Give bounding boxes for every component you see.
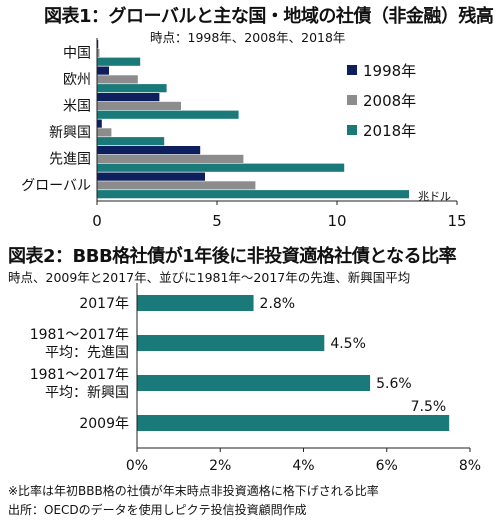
category-label: 1981～2017年 (30, 367, 129, 383)
category-label: 中国 (63, 45, 91, 61)
legend-label: 2018年 (363, 122, 416, 140)
bar-2008年-新興国 (97, 128, 112, 137)
bar-1998年-中国 (97, 40, 99, 49)
figure1-subtitle: 時点：1998年、2008年、2018年 (150, 30, 346, 45)
category-label: 2017年 (79, 296, 129, 312)
bar-2008年-欧州 (97, 75, 138, 84)
bar-1981～2017年平均：新興国 (137, 375, 371, 391)
x-tick-label: 15 (447, 212, 466, 230)
category-label: 先進国 (49, 151, 91, 167)
legend-swatch-2018年 (347, 125, 357, 135)
bar-1998年-米国 (97, 93, 160, 102)
data-label: 5.6% (376, 376, 412, 392)
bar-1998年-先進国 (97, 146, 201, 155)
x-unit-label: 兆ドル (418, 190, 451, 203)
x-tick-label: 2% (209, 458, 231, 474)
figure2-subtitle: 時点、2009年と2017年、並びに1981年～2017年の先進、新興国平均 (8, 270, 411, 285)
category-label: グローバル (21, 178, 91, 194)
figure2-title: 図表2：BBB格社債が1年後に非投資適格社債となる比率 (8, 246, 457, 267)
category-label: 平均：新興国 (45, 385, 129, 401)
data-label: 7.5% (411, 399, 447, 415)
bar-2017年 (137, 295, 254, 311)
legend-swatch-1998年 (347, 65, 357, 75)
bar-2018年-中国 (97, 57, 141, 66)
bar-2008年-先進国 (97, 154, 244, 163)
legend-label: 2008年 (363, 92, 416, 110)
footnote: ※比率は年初BBB格の社債が年末時点非投資適格に格下げされる比率 (8, 484, 379, 498)
bar-2008年-米国 (97, 101, 181, 110)
bar-1981～2017年平均：先進国 (137, 335, 325, 351)
x-tick-label: 5 (212, 212, 222, 230)
category-label: 1981～2017年 (30, 327, 129, 343)
bar-2008年-グローバル (97, 181, 256, 190)
x-tick-label: 0 (92, 212, 102, 230)
x-tick-label: 10 (327, 212, 346, 230)
x-tick-label: 6% (376, 458, 398, 474)
bar-2008年-中国 (97, 48, 100, 57)
x-tick-label: 4% (292, 458, 314, 474)
category-label: 米国 (63, 98, 91, 114)
data-label: 2.8% (260, 296, 296, 312)
bar-2018年-欧州 (97, 84, 167, 93)
x-tick-label: 0% (126, 458, 148, 474)
category-label: 2009年 (79, 416, 129, 432)
legend-swatch-2008年 (347, 95, 357, 105)
source-note: 出所：OECDのデータを使用しピクテ投信投資顧問作成 (8, 503, 307, 517)
data-label: 4.5% (330, 336, 366, 352)
legend-label: 1998年 (363, 62, 416, 80)
category-label: 新興国 (49, 125, 91, 141)
bar-1998年-グローバル (97, 172, 205, 181)
bar-1998年-新興国 (97, 119, 102, 128)
chart2: 2017年 2.8%1981～2017年平均：先進国4.5%1981～2017年平… (30, 283, 481, 474)
bar-2018年-米国 (97, 110, 239, 119)
bar-2018年-新興国 (97, 137, 165, 146)
bar-2018年-先進国 (97, 163, 345, 172)
figure1-title: 図表1：グローバルと主な国・地域の社債（非金融）残高 (44, 6, 494, 27)
category-label: 欧州 (63, 72, 91, 88)
category-label: 平均：先進国 (45, 345, 129, 361)
bar-1998年-欧州 (97, 66, 109, 75)
x-tick-label: 8% (459, 458, 481, 474)
bar-2009年 (137, 415, 450, 431)
bar-2018年-グローバル (97, 190, 409, 199)
